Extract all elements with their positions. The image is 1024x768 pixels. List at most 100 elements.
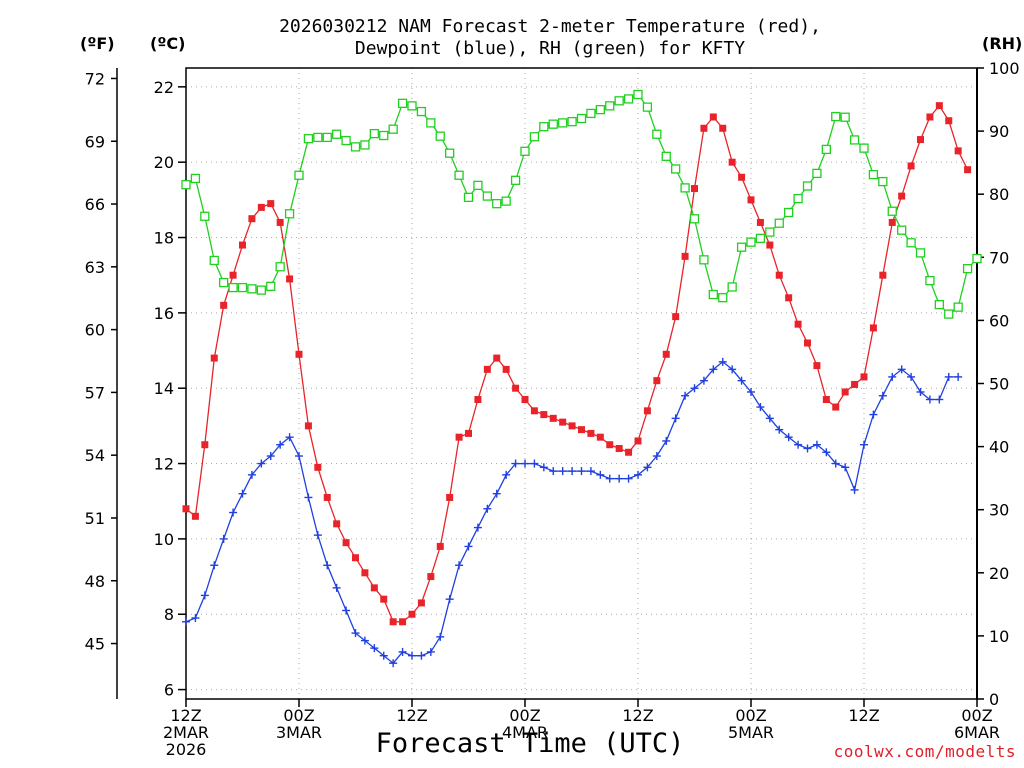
dewpoint-point bbox=[690, 384, 699, 393]
temperature-point bbox=[719, 124, 727, 132]
rh-point bbox=[680, 183, 690, 193]
rh-point bbox=[463, 192, 474, 203]
rh-point bbox=[209, 255, 219, 266]
rh-point bbox=[266, 281, 276, 291]
celsius-tick-label: 10 bbox=[154, 530, 174, 549]
rh-tick-label: 90 bbox=[989, 122, 1009, 141]
dewpoint-point bbox=[436, 632, 445, 641]
temperature-point bbox=[945, 117, 953, 125]
rh-point bbox=[793, 193, 803, 204]
temperature-point bbox=[596, 433, 604, 441]
temperature-point bbox=[700, 124, 708, 132]
dewpoint-point bbox=[530, 459, 539, 468]
temperature-point bbox=[926, 113, 934, 121]
fahrenheit-tick-label: 63 bbox=[85, 258, 105, 277]
time-tick-label: 3MAR bbox=[276, 723, 322, 742]
dewpoint-point bbox=[662, 436, 671, 445]
dewpoint-point bbox=[455, 561, 464, 570]
dewpoint-point bbox=[869, 410, 878, 419]
dewpoint-point bbox=[492, 489, 501, 498]
rh-point bbox=[520, 146, 530, 156]
rh-tick-label: 50 bbox=[989, 375, 1009, 394]
rh-point bbox=[510, 175, 521, 185]
rh-point bbox=[614, 96, 624, 106]
temperature-point bbox=[775, 271, 783, 279]
fahrenheit-tick-label: 69 bbox=[85, 132, 105, 151]
temperature-point bbox=[568, 422, 576, 430]
rh-point bbox=[868, 169, 879, 180]
temperature-point bbox=[361, 569, 369, 577]
rh-point bbox=[925, 275, 935, 286]
fahrenheit-tick-label: 57 bbox=[85, 383, 105, 402]
temperature-point bbox=[182, 505, 190, 513]
fahrenheit-tick-label: 72 bbox=[85, 69, 105, 88]
site-credit: coolwx.com/modelts bbox=[833, 742, 1016, 761]
rh-point bbox=[887, 206, 897, 216]
temperature-point bbox=[191, 512, 199, 520]
rh-point bbox=[379, 130, 389, 141]
rh-point bbox=[849, 135, 860, 145]
rh-point bbox=[755, 233, 766, 244]
temperature-point bbox=[248, 215, 256, 223]
rh-point bbox=[548, 119, 558, 129]
time-tick-label: 2026 bbox=[166, 740, 207, 759]
temperature-point bbox=[427, 573, 435, 581]
dewpoint-point bbox=[897, 365, 906, 374]
temperature-point bbox=[342, 539, 350, 547]
rh-point bbox=[878, 176, 888, 187]
rh-point bbox=[746, 237, 756, 247]
temperature-point bbox=[323, 493, 331, 501]
temperature-point bbox=[756, 218, 764, 226]
dewpoint-point bbox=[596, 470, 605, 479]
fahrenheit-unit-label: (ºF) bbox=[80, 34, 115, 53]
rh-tick-label: 0 bbox=[989, 690, 999, 709]
dewpoint-point bbox=[586, 467, 595, 476]
temperature-point bbox=[898, 192, 906, 200]
rh-point bbox=[944, 309, 954, 319]
temperature-point bbox=[276, 218, 284, 226]
rh-point bbox=[784, 207, 794, 218]
rh-line bbox=[185, 93, 978, 315]
dewpoint-point bbox=[229, 508, 238, 517]
dewpoint-point bbox=[313, 531, 322, 540]
temperature-point bbox=[465, 429, 472, 437]
rh-point bbox=[934, 299, 944, 310]
celsius-tick-label: 18 bbox=[154, 229, 174, 248]
dewpoint-point bbox=[916, 387, 925, 396]
rh-point bbox=[445, 148, 455, 158]
dewpoint-point bbox=[709, 365, 718, 374]
temperature-point bbox=[446, 493, 454, 501]
series-layer bbox=[181, 89, 982, 668]
fahrenheit-tick-label: 51 bbox=[85, 509, 105, 528]
dewpoint-point bbox=[247, 470, 256, 479]
temperature-point bbox=[521, 396, 529, 404]
temperature-point bbox=[728, 158, 736, 166]
dewpoint-point bbox=[219, 534, 228, 543]
rh-point bbox=[256, 285, 266, 295]
temperature-point bbox=[766, 241, 774, 249]
temperature-point bbox=[549, 414, 557, 422]
dewpoint-point bbox=[944, 372, 953, 381]
rh-point bbox=[661, 151, 671, 161]
dewpoint-point bbox=[605, 474, 614, 483]
temperature-point bbox=[417, 599, 425, 607]
dewpoint-point bbox=[860, 440, 868, 449]
dewpoint-point bbox=[191, 614, 200, 623]
dewpoint-point bbox=[803, 444, 812, 453]
temperature-point bbox=[210, 354, 218, 362]
rh-tick-label: 80 bbox=[989, 185, 1009, 204]
rh-point bbox=[859, 143, 869, 153]
time-tick-label: 2MAR bbox=[163, 723, 209, 742]
dewpoint-point bbox=[304, 493, 313, 502]
rh-point bbox=[313, 132, 323, 143]
rh-point bbox=[492, 199, 502, 209]
rh-point bbox=[812, 168, 822, 179]
time-tick-label: 12Z bbox=[848, 706, 879, 725]
rh-tick-label: 30 bbox=[989, 501, 1009, 520]
temperature-point bbox=[794, 320, 802, 328]
dewpoint-point bbox=[765, 414, 774, 423]
temperature-point bbox=[785, 294, 793, 302]
dewpoint-point bbox=[747, 387, 755, 396]
dewpoint-point bbox=[822, 448, 831, 457]
